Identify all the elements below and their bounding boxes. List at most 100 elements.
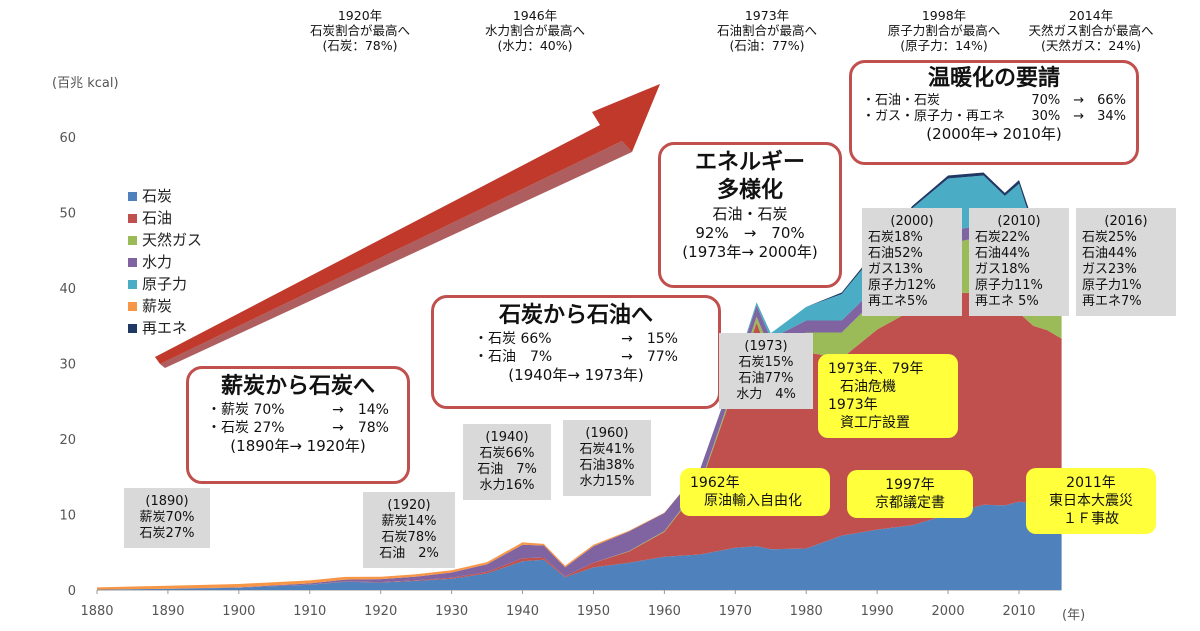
callout-line: 原子力1% (1082, 278, 1142, 293)
callout-line: (1920) (387, 498, 431, 513)
event-line: 1997年 (885, 477, 935, 493)
callout-line: 石炭27% (139, 526, 195, 541)
box-title: 多様化 (716, 178, 783, 203)
callout-line: 石炭15% (738, 355, 794, 370)
x-tick-label: 1990 (861, 604, 894, 619)
callout-line: (2016) (1104, 214, 1148, 229)
legend-label: 石炭 (142, 187, 173, 205)
x-tick-label: 1920 (364, 604, 397, 619)
callout-1973: (1973) 石炭15% 石油77% 水力 4% (719, 333, 813, 409)
box-title: エネルギー (694, 150, 805, 175)
legend-swatch (128, 191, 137, 201)
top-annotation: 1998年 原子力割合が最高へ (原子力：14%) (874, 8, 1014, 53)
chart-legend: 石炭 石油 天然ガス 水力 原子力 薪炭 再エネ (128, 185, 202, 339)
legend-item-firewood: 薪炭 (128, 295, 202, 317)
row-left: ・薪炭 70% (207, 402, 285, 418)
event-line: 2011年 (1066, 475, 1116, 491)
area-series (97, 175, 1062, 590)
legend-item-renewable: 再エネ (128, 317, 202, 339)
callout-2000: (2000) 石炭18% 石油52% ガス13% 原子力12% 再エネ5% (862, 208, 962, 316)
x-axis-label: (年) (1062, 608, 1086, 623)
box-line: 92% → 70% (695, 224, 805, 242)
legend-label: 再エネ (142, 319, 188, 337)
row-right: → 77% (621, 349, 678, 365)
callout-1890: (1890) 薪炭70% 石炭27% (124, 488, 210, 548)
callout-line: (2010) (997, 214, 1041, 229)
legend-label: 原子力 (142, 275, 188, 293)
row-left: ・石炭 27% (207, 420, 285, 436)
box-coal-to-oil: 石炭から石油へ ・石炭 66% → 15% ・石油 7% → 77% (1940年→… (431, 295, 721, 409)
callout-line: 石油52% (868, 246, 923, 261)
callout-line: 石炭78% (381, 530, 437, 545)
callout-1960: (1960) 石炭41% 石油38% 水力15% (563, 420, 651, 496)
callout-line: 石油38% (579, 458, 635, 473)
y-tick-label: 30 (59, 358, 76, 373)
annotation-year: 1946年 (512, 8, 558, 23)
event-line: 1973年、79年 (828, 361, 924, 377)
y-tick-label: 10 (59, 509, 76, 524)
callout-line: (1940) (485, 430, 529, 445)
annotation-sub: (天然ガス：24%) (1040, 38, 1142, 53)
box-warming: 温暖化の要請 ・石油・石炭 70% → 66% ・ガス・原子力・再エネ 30% → … (849, 60, 1139, 165)
callout-line: 石炭18% (868, 230, 923, 245)
callout-line: 石油44% (975, 246, 1030, 261)
callout-line: 石炭25% (1082, 230, 1137, 245)
event-line: 東日本大震災 (1049, 493, 1133, 509)
event-line: 京都議定書 (875, 495, 945, 511)
box-period: (2000年→ 2010年) (926, 125, 1062, 143)
callout-line: ガス18% (975, 262, 1030, 277)
area-series (97, 500, 1062, 590)
callout-line: 石炭22% (975, 230, 1030, 245)
event-line: 1973年 (828, 397, 878, 413)
annotation-year: 1998年 (921, 8, 967, 23)
legend-label: 石油 (142, 209, 173, 227)
callout-line: (1890) (145, 494, 189, 509)
x-tick-label: 1940 (506, 604, 539, 619)
x-tick-label: 1950 (577, 604, 610, 619)
callout-line: (1960) (585, 426, 629, 441)
legend-label: 天然ガス (142, 231, 203, 249)
annotation-sub: (原子力：14%) (900, 38, 988, 53)
event-line: １Ｆ事故 (1063, 511, 1119, 527)
box-row: ・石炭 27% → 78% (189, 419, 407, 437)
callout-1920: (1920) 薪炭14% 石炭78% 石油 2% (363, 492, 455, 568)
box-title: 石炭から石油へ (498, 303, 653, 328)
legend-swatch (128, 257, 137, 267)
row-right: → 15% (621, 331, 678, 347)
row-right: 70% → 66% (1031, 93, 1126, 108)
y-tick-label: 20 (59, 433, 76, 448)
box-row: ・石炭 66% → 15% (434, 330, 718, 348)
legend-swatch (128, 213, 137, 223)
box-line: 石油・石炭 (712, 205, 788, 223)
growth-arrow (155, 84, 660, 368)
x-tick-label: 1900 (222, 604, 255, 619)
box-title: 薪炭から石炭へ (220, 374, 375, 399)
box-firewood-to-coal: 薪炭から石炭へ ・薪炭 70% → 14% ・石炭 27% → 78% (1890年… (186, 366, 410, 484)
y-tick-label: 40 (59, 282, 76, 297)
callout-line: 石油 2% (379, 546, 439, 561)
event-line: 石油危機 (840, 379, 896, 395)
y-tick-label: 0 (68, 584, 76, 599)
annotation-text: 天然ガス割合が最高へ (1028, 23, 1154, 38)
box-period: (1940年→ 1973年) (508, 366, 644, 384)
event-kyoto-protocol: 1997年 京都議定書 (847, 470, 973, 518)
x-tick-label: 1910 (293, 604, 326, 619)
annotation-text: 石油割合が最高へ (716, 23, 817, 38)
y-axis-label: (百兆 kcal) (52, 76, 119, 91)
event-line: 原油輸入自由化 (690, 493, 802, 509)
callout-line: 石油44% (1082, 246, 1137, 261)
legend-item-hydro: 水力 (128, 251, 202, 273)
callout-line: ガス23% (1082, 262, 1137, 277)
callout-line: ガス13% (868, 262, 923, 277)
event-oil-crisis: 1973年、79年 石油危機 1973年 資工庁設置 (818, 354, 958, 438)
annotation-text: 水力割合が最高へ (484, 23, 585, 38)
legend-swatch (128, 235, 137, 245)
callout-line: (2000) (890, 214, 934, 229)
x-tick-label: 1980 (790, 604, 823, 619)
legend-item-nuclear: 原子力 (128, 273, 202, 295)
legend-item-oil: 石油 (128, 207, 202, 229)
x-tick-label: 1880 (80, 604, 113, 619)
row-right: 30% → 34% (1031, 109, 1126, 124)
x-tick-label: 1960 (648, 604, 681, 619)
x-tick-label: 1890 (151, 604, 184, 619)
